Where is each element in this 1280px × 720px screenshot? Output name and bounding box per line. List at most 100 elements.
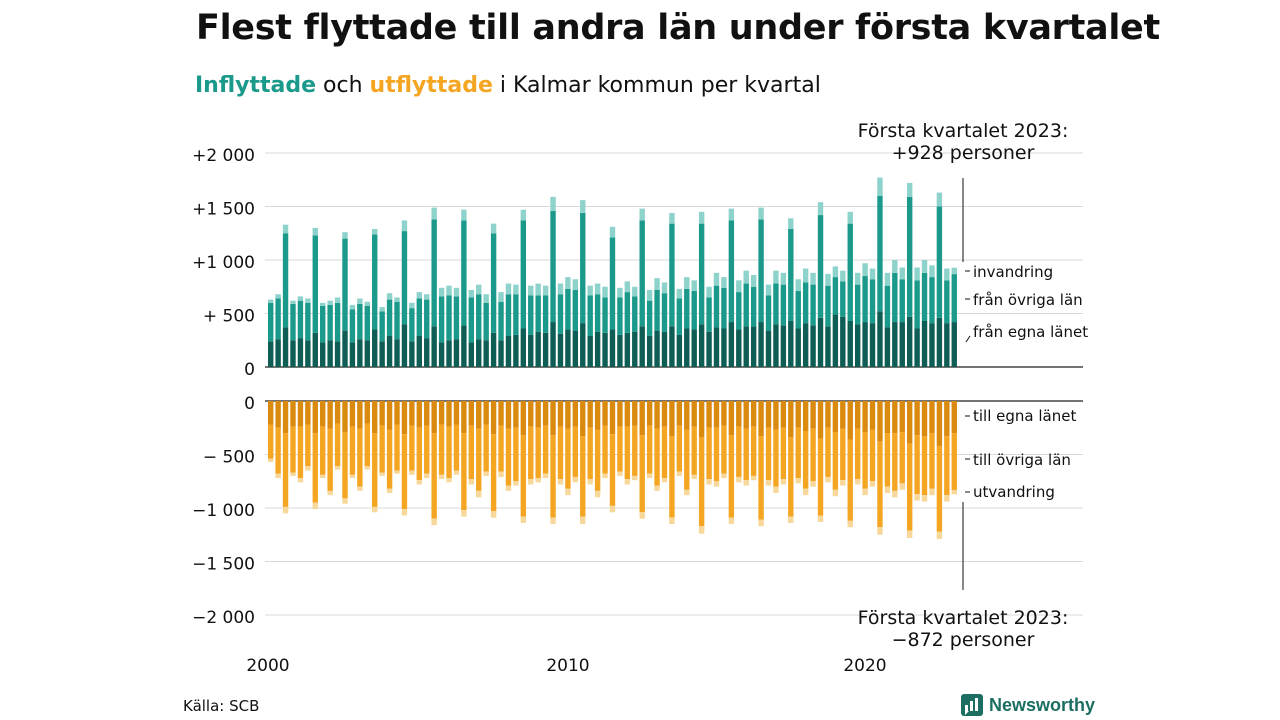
bar-in-invandring (929, 265, 935, 278)
bar-in-ovriga (297, 300, 304, 339)
bar-in-egna (758, 322, 764, 367)
bar-out-utvandring (468, 479, 475, 485)
bar-in-invandring (550, 196, 556, 211)
bar-out-egna (698, 401, 705, 438)
bar-in-invandring (661, 282, 668, 294)
bar-out-egna (758, 401, 764, 437)
bar-in-ovriga (847, 223, 853, 321)
bar-in-egna (884, 327, 891, 367)
bar-out-ovriga (594, 429, 601, 491)
bar-in-invandring (609, 226, 616, 238)
y-tick-label-bottom: −1 500 (192, 555, 255, 575)
bar-in-egna (736, 329, 742, 367)
bar-out-utvandring (342, 498, 348, 504)
bar-in-invandring (632, 286, 638, 297)
bar-out-ovriga (565, 428, 571, 489)
bar-in-egna (498, 340, 504, 367)
bar-out-egna (505, 401, 512, 429)
bar-out-utvandring (669, 517, 675, 525)
bar-in-ovriga (550, 210, 556, 323)
bar-out-utvandring (394, 470, 400, 474)
bar-out-utvandring (758, 519, 764, 527)
bar-out-utvandring (416, 480, 422, 485)
bar-in-ovriga (461, 220, 467, 326)
bar-in-egna (832, 314, 839, 367)
bar-in-egna (810, 325, 816, 367)
bar-in-ovriga (877, 195, 883, 312)
bar-out-ovriga (780, 427, 787, 480)
bar-in-invandring (334, 297, 341, 303)
bar-out-utvandring (736, 476, 742, 483)
bar-in-ovriga (535, 295, 541, 332)
bar-in-ovriga (594, 294, 601, 332)
bar-out-egna (520, 401, 527, 436)
bar-out-utvandring (268, 458, 274, 462)
bar-out-utvandring (312, 502, 318, 510)
bar-in-ovriga (312, 235, 318, 333)
bar-out-ovriga (617, 426, 623, 472)
bar-in-invandring (817, 202, 824, 216)
bar-in-ovriga (349, 309, 356, 343)
bar-out-ovriga (476, 428, 482, 491)
bar-out-utvandring (557, 479, 564, 485)
bar-out-ovriga (520, 435, 527, 517)
bar-out-utvandring (290, 472, 296, 476)
bar-in-invandring (944, 268, 950, 281)
bar-out-egna (602, 401, 608, 426)
bar-in-invandring (580, 200, 586, 213)
bar-out-ovriga (728, 435, 735, 518)
bar-in-ovriga (557, 294, 564, 334)
bar-in-egna (542, 332, 549, 367)
bar-in-egna (951, 322, 957, 367)
bar-out-egna (453, 401, 460, 425)
bar-out-egna (884, 401, 891, 434)
bar-out-utvandring (424, 473, 430, 479)
bar-out-ovriga (394, 424, 400, 471)
bar-in-egna (312, 332, 318, 367)
bar-out-egna (528, 401, 534, 427)
bar-out-egna (297, 401, 304, 427)
series-label-in: invandring (973, 263, 1053, 281)
bar-in-invandring (505, 283, 512, 295)
migration-chart: 0 + 500 +1 000 +1 500 +2 000 0 − 500 −1 000 −1 5… (192, 120, 1088, 676)
bar-in-egna (765, 330, 772, 367)
bar-in-invandring (765, 284, 772, 296)
y-tick-label-top: +1 000 (192, 253, 255, 273)
bar-in-ovriga (795, 291, 801, 329)
bar-in-invandring (282, 224, 289, 234)
bar-out-egna (892, 401, 898, 434)
bar-out-ovriga (550, 435, 556, 518)
bar-out-egna (632, 401, 638, 426)
bar-out-ovriga (424, 425, 430, 474)
bar-out-utvandring (795, 478, 801, 484)
bar-in-egna (617, 334, 623, 367)
bar-in-egna (268, 341, 274, 367)
series-label-in: från övriga län (973, 291, 1083, 309)
bar-in-egna (334, 341, 341, 367)
bar-out-egna (676, 401, 683, 426)
bar-in-egna (587, 335, 593, 367)
bar-out-ovriga (282, 433, 289, 507)
subtitle-utflyttade: utflyttade (369, 73, 493, 98)
bar-in-invandring (394, 297, 400, 302)
bar-in-egna (320, 342, 326, 367)
bar-in-invandring (780, 272, 787, 285)
bar-in-invandring (594, 283, 601, 295)
bar-in-egna (483, 340, 489, 367)
bar-in-egna (713, 327, 720, 367)
bar-out-egna (817, 401, 824, 439)
y-tick-label-top: 0 (244, 360, 255, 380)
bar-in-invandring (513, 284, 519, 295)
bar-out-ovriga (877, 441, 883, 528)
bar-out-egna (424, 401, 430, 426)
y-tick-label-top: + 500 (203, 307, 255, 327)
bar-in-egna (773, 324, 779, 367)
bar-out-utvandring (817, 515, 824, 522)
bar-in-invandring (869, 268, 876, 280)
bar-out-utvandring (320, 474, 326, 479)
bar-out-ovriga (364, 423, 370, 467)
bar-out-ovriga (929, 433, 935, 489)
bar-out-egna (706, 401, 712, 428)
bar-in-egna (706, 331, 712, 367)
y-tick-label-bottom: −2 000 (192, 608, 255, 628)
